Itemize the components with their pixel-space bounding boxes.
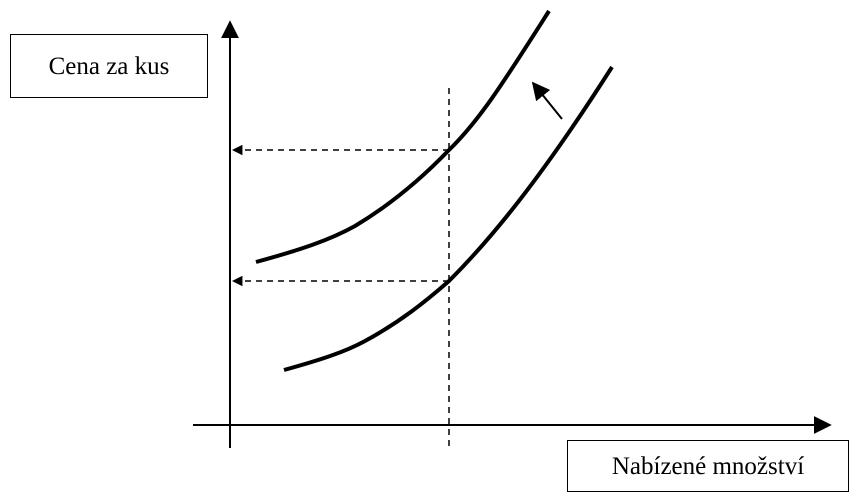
shift-direction-arrow [531,81,563,120]
y-axis-label: Cena za kus [10,34,208,98]
x-axis-label: Nabízené množství [567,440,849,492]
supply-curve-shifted [255,9,551,264]
supply-curve-original [283,65,614,372]
